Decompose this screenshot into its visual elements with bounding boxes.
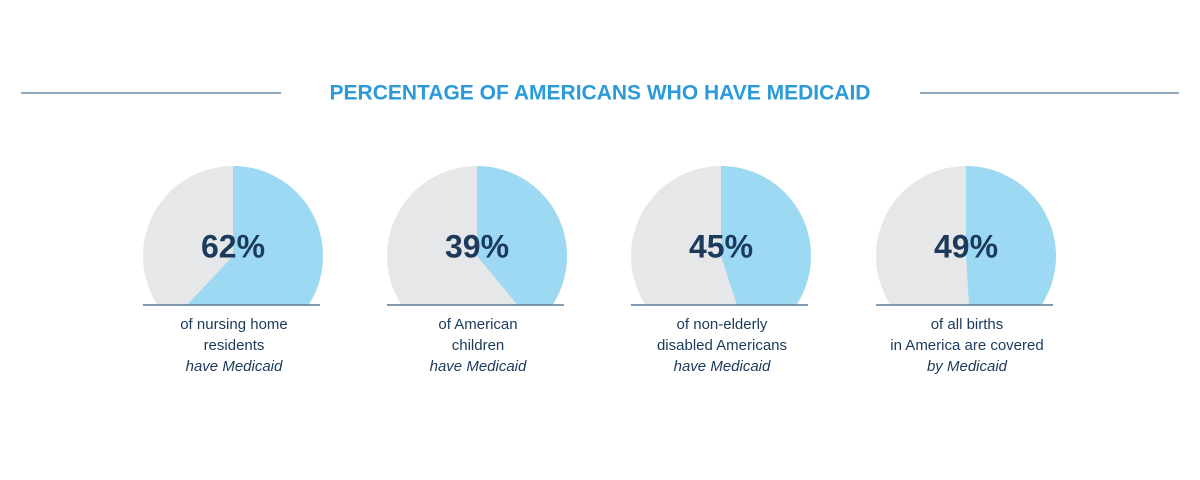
caption: disabled Americans — [657, 337, 787, 354]
pie-slice — [186, 166, 323, 305]
caption: of nursing home — [180, 316, 288, 333]
caption: of all births — [931, 316, 1004, 333]
value-label: 49% — [934, 228, 998, 264]
value-label: 39% — [445, 228, 509, 264]
pies — [143, 166, 1056, 305]
caption: of non-elderly — [677, 316, 768, 333]
caption-italic: have Medicaid — [430, 358, 527, 375]
caption: in America are covered — [890, 337, 1043, 354]
caption-italic: have Medicaid — [674, 358, 771, 375]
caption: of American — [438, 316, 517, 333]
caption: children — [452, 337, 505, 354]
caption-italic: by Medicaid — [927, 358, 1008, 375]
pie-slice — [966, 166, 1056, 305]
pie-slice — [477, 166, 567, 305]
caption: residents — [204, 337, 265, 354]
value-label: 62% — [201, 228, 265, 264]
title: PERCENTAGE OF AMERICANS WHO HAVE MEDICAI… — [330, 82, 871, 105]
caption-italic: have Medicaid — [186, 358, 283, 375]
value-label: 45% — [689, 228, 753, 264]
pie-slice — [721, 166, 811, 305]
